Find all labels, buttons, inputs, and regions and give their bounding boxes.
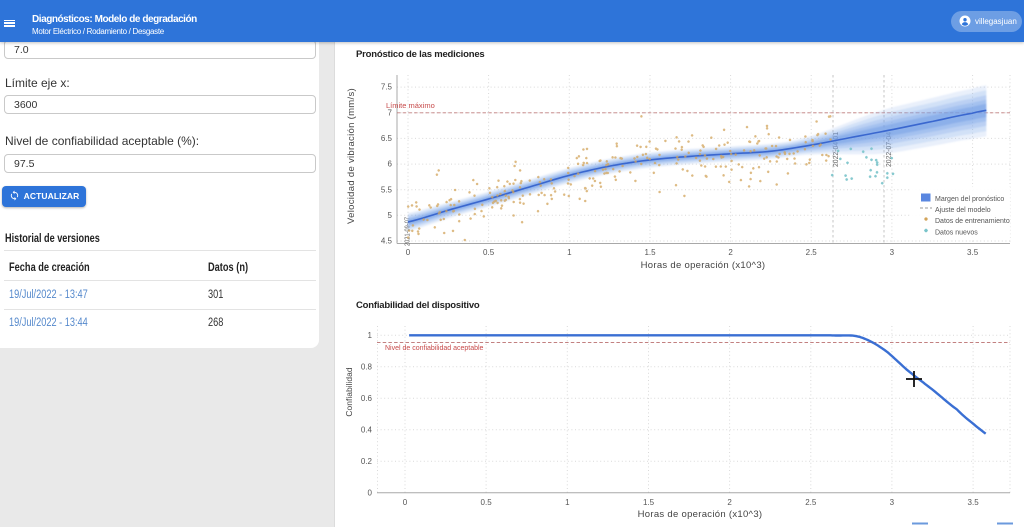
- svg-text:Pronóstico de las mediciones: Pronóstico de las mediciones: [356, 49, 485, 60]
- svg-text:Velocidad de vibración (mm/s): Velocidad de vibración (mm/s): [346, 88, 357, 224]
- svg-text:3.5: 3.5: [967, 248, 979, 257]
- svg-text:5: 5: [388, 211, 393, 220]
- svg-text:1.5: 1.5: [644, 248, 656, 257]
- svg-text:7.5: 7.5: [381, 83, 393, 92]
- svg-text:0.6: 0.6: [361, 394, 373, 403]
- svg-text:7: 7: [388, 108, 393, 117]
- svg-text:0.2: 0.2: [361, 457, 373, 466]
- svg-text:Horas de operación (x10^3): Horas de operación (x10^3): [641, 260, 766, 271]
- svg-text:1: 1: [368, 331, 373, 340]
- svg-text:6.5: 6.5: [381, 134, 393, 143]
- svg-text:5.5: 5.5: [381, 185, 393, 194]
- svg-text:2.5: 2.5: [806, 248, 818, 257]
- svg-text:1: 1: [565, 498, 570, 507]
- svg-text:1.5: 1.5: [643, 498, 655, 507]
- svg-text:4.5: 4.5: [381, 237, 393, 246]
- svg-text:0: 0: [403, 498, 408, 507]
- svg-text:0.5: 0.5: [483, 248, 495, 257]
- svg-text:2: 2: [728, 248, 733, 257]
- svg-text:0: 0: [368, 488, 373, 497]
- svg-text:6: 6: [388, 160, 393, 169]
- svg-text:Confiabilidad: Confiabilidad: [344, 367, 354, 416]
- svg-text:0: 0: [406, 248, 411, 257]
- svg-text:3: 3: [890, 248, 895, 257]
- svg-text:0.4: 0.4: [361, 425, 373, 434]
- svg-text:Nivel de confiabilidad aceptab: Nivel de confiabilidad aceptable: [385, 345, 484, 352]
- svg-text:0.5: 0.5: [481, 498, 493, 507]
- svg-text:Límite máximo: Límite máximo: [386, 101, 435, 110]
- svg-text:3: 3: [890, 498, 895, 507]
- svg-text:Datos de entrenamiento: Datos de entrenamiento: [935, 218, 1010, 225]
- svg-text:3.5: 3.5: [968, 498, 980, 507]
- svg-text:Horas de operación (x10^3): Horas de operación (x10^3): [638, 509, 763, 520]
- svg-text:2.5: 2.5: [805, 498, 817, 507]
- svg-text:0.8: 0.8: [361, 362, 373, 371]
- svg-text:2021-09-07: 2021-09-07: [405, 217, 412, 246]
- svg-text:2: 2: [727, 498, 732, 507]
- svg-text:Confiabilidad del dispositivo: Confiabilidad del dispositivo: [356, 300, 480, 311]
- svg-text:1: 1: [567, 248, 572, 257]
- svg-text:Margen del pronóstico: Margen del pronóstico: [935, 196, 1004, 203]
- svg-text:Datos nuevos: Datos nuevos: [935, 230, 978, 237]
- svg-text:Ajuste del modelo: Ajuste del modelo: [935, 207, 991, 214]
